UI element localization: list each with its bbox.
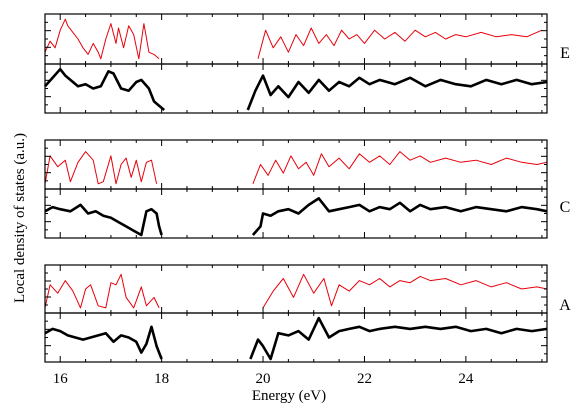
panel-C-thin (44, 139, 548, 190)
panel-stack: E C A (44, 13, 571, 363)
panel-frame (44, 13, 548, 65)
ldos-line-A-thin-high (262, 273, 548, 309)
panel-group-A: A (44, 264, 571, 363)
ldos-line-A-thick-low (44, 325, 163, 360)
ldos-line-C-thin-low (44, 151, 158, 185)
y-axis-label: Local density of states (a.u.) (12, 133, 28, 303)
x-tick-label: 16 (53, 371, 69, 387)
panel-frame (44, 264, 548, 314)
ldos-line-A-thin-low (44, 273, 160, 309)
ldos-line-C-thick-low (44, 203, 163, 237)
x-tick-label: 18 (154, 371, 169, 387)
panel-label-A: A (559, 297, 571, 314)
panel-A-thin (44, 264, 548, 314)
x-tick-label: 20 (256, 371, 271, 387)
ldos-line-E-thin-low (44, 18, 160, 60)
panel-group-E: E (44, 13, 570, 114)
panel-A-thick (44, 312, 548, 363)
ldos-line-E-thick-low (44, 67, 166, 111)
panel-label-C: C (560, 199, 571, 216)
panel-label-E: E (560, 45, 570, 62)
panel-E-thick (44, 63, 548, 114)
panel-group-C: C (44, 139, 571, 239)
ldos-line-A-thick-high (249, 316, 548, 361)
ldos-line-E-thick-high (246, 74, 548, 111)
x-tick-label: 22 (357, 371, 372, 387)
panel-C-thick (44, 188, 548, 239)
x-axis-label: Energy (eV) (252, 388, 326, 404)
ldos-line-C-thin-high (252, 151, 548, 184)
panel-E-thin (44, 13, 548, 65)
ldos-line-C-thick-high (251, 197, 548, 236)
x-tick-label: 24 (458, 371, 474, 387)
x-axis-ticks: 16 18 20 22 24 (53, 371, 474, 387)
ldos-line-E-thin-high (257, 27, 543, 59)
